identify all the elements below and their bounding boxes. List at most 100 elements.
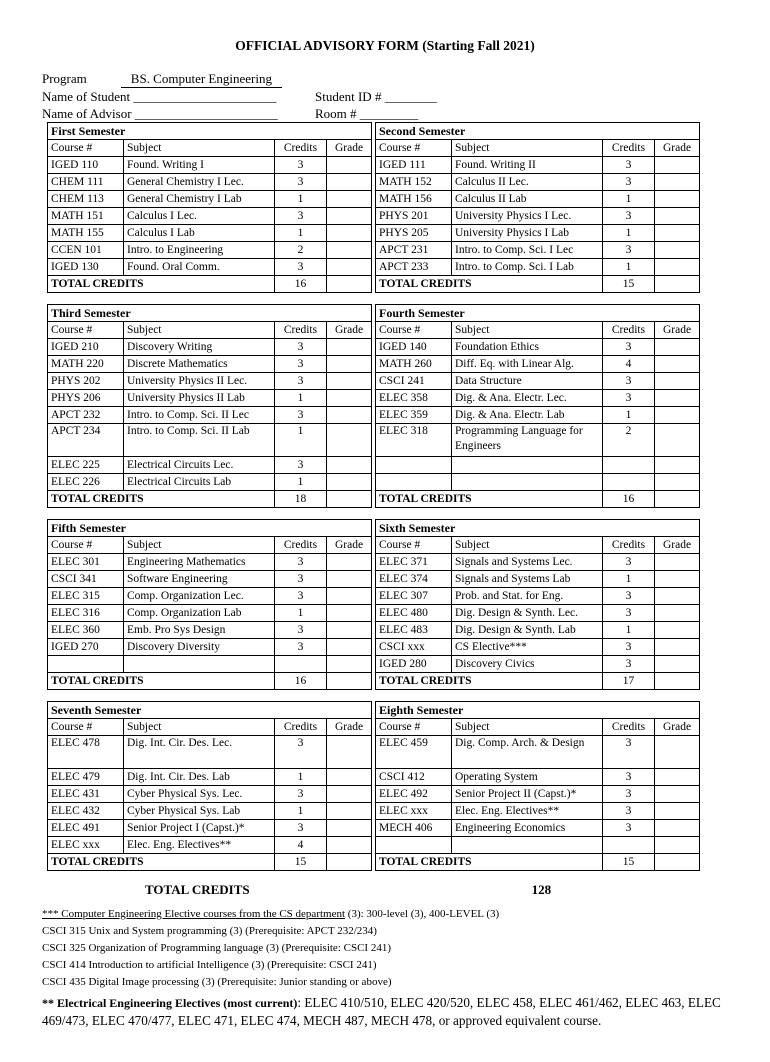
subject-cell: Elec. Eng. Electives** (123, 836, 275, 854)
page-title: OFFICIAL ADVISORY FORM (Starting Fall 20… (235, 38, 535, 53)
subject-cell: Intro. to Engineering (123, 241, 275, 259)
subject-cell: Intro. to Comp. Sci. II Lab (123, 423, 275, 457)
table-row: IGED 280 Discovery Civics 3 (375, 655, 700, 673)
total-credits-value: 17 (602, 672, 655, 690)
total-credits-value: 16 (274, 672, 327, 690)
empty-cell (375, 456, 452, 474)
credits-cell: 3 (274, 258, 327, 276)
subject-cell: Dig. Design & Synth. Lec. (451, 604, 603, 622)
grade-cell (654, 570, 700, 588)
credits-cell: 3 (274, 638, 327, 656)
grade-cell (654, 338, 700, 356)
course-cell: ELEC 358 (375, 389, 452, 407)
col-header-grade: Grade (654, 139, 700, 157)
grade-cell (654, 587, 700, 605)
grade-cell (654, 553, 700, 571)
col-header-course: Course # (47, 718, 124, 736)
subject-cell: Comp. Organization Lec. (123, 587, 275, 605)
grade-cell (326, 604, 372, 622)
subject-cell: Found. Oral Comm. (123, 258, 275, 276)
total-credits-value: 15 (602, 853, 655, 871)
grade-cell (654, 672, 700, 690)
grade-cell (326, 785, 372, 803)
credits-cell: 1 (602, 621, 655, 639)
course-cell: IGED 210 (47, 338, 124, 356)
total-row: TOTAL CREDITS 15 (375, 853, 700, 871)
subject-cell: Diff. Eq. with Linear Alg. (451, 355, 603, 373)
col-header-credits: Credits (602, 321, 655, 339)
grade-cell (654, 853, 700, 871)
grade-cell (654, 224, 700, 242)
subject-cell: Dig. Int. Cir. Des. Lab (123, 768, 275, 786)
col-header-credits: Credits (602, 536, 655, 554)
table-row: IGED 111 Found. Writing II 3 (375, 156, 700, 174)
credits-cell: 3 (602, 338, 655, 356)
subject-cell: Discrete Mathematics (123, 355, 275, 373)
table-row: PHYS 201 University Physics I Lec. 3 (375, 207, 700, 225)
table-row: ELEC 226 Electrical Circuits Lab 1 (47, 473, 372, 491)
credits-cell: 1 (274, 389, 327, 407)
grade-cell (326, 638, 372, 656)
grade-cell (326, 258, 372, 276)
credits-cell: 3 (274, 456, 327, 474)
col-header-course: Course # (47, 321, 124, 339)
grade-cell (654, 173, 700, 191)
grade-cell (326, 819, 372, 837)
col-header-credits: Credits (602, 139, 655, 157)
credits-cell: 1 (602, 406, 655, 424)
credits-cell: 1 (274, 190, 327, 208)
total-credits-value: 18 (274, 490, 327, 508)
col-header-subject: Subject (451, 718, 603, 736)
course-cell: IGED 140 (375, 338, 452, 356)
semester-tables: First Semester Course # Subject Credits Gra… (47, 122, 770, 871)
table-row: ELEC 491 Senior Project I (Capst.)* 3 (47, 819, 372, 837)
semester-table-third: Third Semester Course # Subject Credits Gra… (47, 304, 372, 508)
total-label: TOTAL CREDITS (375, 275, 603, 293)
grade-cell (654, 456, 700, 474)
table-row: ELEC 316 Comp. Organization Lab 1 (47, 604, 372, 622)
credits-cell: 3 (274, 621, 327, 639)
course-cell: ELEC 479 (47, 768, 124, 786)
grade-cell (326, 768, 372, 786)
course-cell: APCT 232 (47, 406, 124, 424)
credits-cell: 3 (274, 156, 327, 174)
semester-table-first: First Semester Course # Subject Credits Gra… (47, 122, 372, 293)
subject-cell: Electrical Circuits Lab (123, 473, 275, 491)
subject-cell: Found. Writing I (123, 156, 275, 174)
grade-cell (326, 207, 372, 225)
subject-cell: Intro. to Comp. Sci. I Lab (451, 258, 603, 276)
total-row: TOTAL CREDITS 15 (47, 853, 372, 871)
credits-cell: 1 (602, 570, 655, 588)
course-cell: ELEC 432 (47, 802, 124, 820)
table-row: CSCI xxx CS Elective*** 3 (375, 638, 700, 656)
course-cell: PHYS 205 (375, 224, 452, 242)
total-label: TOTAL CREDITS (47, 275, 275, 293)
total-row: TOTAL CREDITS 17 (375, 672, 700, 690)
credits-cell: 3 (602, 735, 655, 769)
table-row: ELEC 318 Programming Language for Enginee… (375, 423, 700, 457)
grade-cell (654, 768, 700, 786)
course-cell: PHYS 206 (47, 389, 124, 407)
table-row: PHYS 206 University Physics II Lab 1 (47, 389, 372, 407)
subject-cell: Senior Project I (Capst.)* (123, 819, 275, 837)
credits-cell: 3 (274, 587, 327, 605)
table-row: ELEC 358 Dig. & Ana. Electr. Lec. 3 (375, 389, 700, 407)
credits-cell: 3 (602, 638, 655, 656)
course-cell: ELEC 483 (375, 621, 452, 639)
col-header-subject: Subject (451, 536, 603, 554)
subject-cell: Emb. Pro Sys Design (123, 621, 275, 639)
empty-cell (123, 655, 275, 673)
grade-cell (326, 621, 372, 639)
subject-cell: Foundation Ethics (451, 338, 603, 356)
credits-cell: 1 (274, 423, 327, 457)
empty-cell (602, 456, 655, 474)
col-header-course: Course # (375, 321, 452, 339)
table-row (375, 456, 700, 474)
table-row: ELEC 431 Cyber Physical Sys. Lec. 3 (47, 785, 372, 803)
credits-cell: 3 (274, 207, 327, 225)
course-cell: ELEC 225 (47, 456, 124, 474)
subject-cell: Signals and Systems Lab (451, 570, 603, 588)
col-header-subject: Subject (123, 139, 275, 157)
grade-cell (654, 406, 700, 424)
